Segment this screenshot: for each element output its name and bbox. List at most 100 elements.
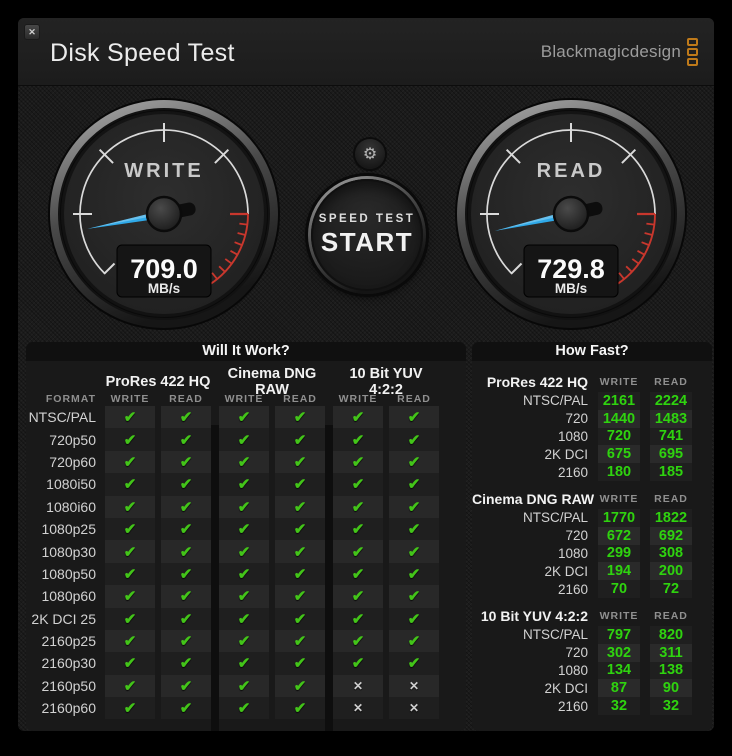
- check-icon: ✔: [179, 498, 193, 516]
- format-cell: 1080i60: [46, 498, 96, 515]
- result-cell: ✔: [275, 585, 325, 608]
- format-cell: 1080i50: [46, 476, 96, 493]
- result-cell: ✔: [389, 495, 439, 518]
- write-column-header: WRITE: [110, 393, 150, 405]
- gauge-tick: [237, 232, 246, 236]
- check-icon: ✔: [123, 588, 137, 606]
- result-cell: ✔: [275, 495, 325, 518]
- format-cell: 720p60: [49, 453, 96, 470]
- group-separator-1: [211, 425, 219, 731]
- result-cell: ✔: [275, 607, 325, 630]
- start-button-subtitle: SPEED TEST: [318, 212, 416, 225]
- result-cell: ✔: [219, 495, 269, 518]
- result-cell: ✔: [389, 540, 439, 563]
- speed-row: 2K DCI 194 200: [472, 562, 712, 581]
- gauge-tick: [103, 262, 116, 275]
- result-cell: ✔: [105, 540, 155, 563]
- check-icon: ✔: [351, 543, 365, 561]
- write-column-header: WRITE: [599, 609, 639, 622]
- read-speed-cell: 185: [650, 463, 692, 481]
- result-cell: ✔: [105, 495, 155, 518]
- read-speed-cell: 72: [650, 580, 692, 598]
- speed-row: NTSC/PAL 1770 1822: [472, 508, 712, 527]
- check-icon: ✔: [123, 431, 137, 449]
- check-icon: ✔: [237, 565, 251, 583]
- check-icon: ✔: [179, 453, 193, 471]
- check-icon: ✔: [351, 588, 365, 606]
- result-cell: ✔: [219, 517, 269, 541]
- result-cell: ✔: [161, 697, 211, 720]
- close-button[interactable]: ✕: [24, 24, 40, 40]
- write-speed-cell: 1770: [598, 508, 640, 527]
- codec-section-name: ProRes 422 HQ: [486, 374, 588, 390]
- table-row: 2K DCI 25 ✔ ✔ ✔ ✔ ✔ ✔: [26, 607, 466, 630]
- check-icon: ✔: [179, 409, 193, 427]
- read-speed-cell: 311: [650, 643, 692, 662]
- read-speed-cell: 692: [650, 526, 692, 545]
- result-cell: ✔: [333, 629, 383, 653]
- result-cell: ✔: [161, 495, 211, 518]
- gauge-tick: [505, 148, 521, 164]
- check-icon: ✔: [407, 409, 421, 427]
- resolution-label: NTSC/PAL: [522, 627, 588, 643]
- check-icon: ✔: [351, 610, 365, 628]
- result-cell: ✔: [105, 406, 155, 429]
- brand-logo-text: Blackmagicdesign: [540, 41, 681, 61]
- result-cell: ✔: [219, 652, 269, 675]
- format-cell: 1080p60: [41, 588, 96, 605]
- gauge-value: 709.0: [130, 254, 198, 284]
- check-icon: ✔: [123, 498, 137, 516]
- check-icon: ✔: [293, 655, 307, 673]
- table-row: 2160p30 ✔ ✔ ✔ ✔ ✔ ✔: [26, 652, 466, 675]
- speed-row: 2K DCI 87 90: [472, 679, 712, 698]
- format-cell: NTSC/PAL: [28, 409, 96, 426]
- gauge-value-box: [523, 244, 619, 298]
- result-cell: ✔: [219, 562, 269, 586]
- resolution-label: NTSC/PAL: [522, 510, 588, 526]
- write-speed-cell: 134: [598, 661, 640, 680]
- cross-icon: ✕: [408, 678, 420, 693]
- result-cell: ✔: [275, 697, 325, 720]
- write-speed-cell: 32: [598, 697, 640, 715]
- check-icon: ✔: [179, 633, 193, 651]
- check-icon: ✔: [293, 431, 307, 449]
- write-speed-cell: 797: [598, 625, 640, 644]
- group-separator-2: [325, 425, 333, 731]
- page-title: Disk Speed Test: [50, 38, 235, 67]
- check-icon: ✔: [123, 655, 137, 673]
- resolution-label: 2160: [557, 698, 588, 714]
- settings-button[interactable]: ⚙: [355, 139, 385, 169]
- how-fast-title: How Fast?: [472, 342, 712, 361]
- resolution-label: 720: [565, 411, 588, 427]
- result-cell: ✔: [219, 473, 269, 496]
- check-icon: ✔: [407, 476, 421, 494]
- check-icon: ✔: [179, 521, 193, 539]
- check-icon: ✔: [123, 700, 137, 718]
- check-icon: ✔: [179, 431, 193, 449]
- check-icon: ✔: [179, 655, 193, 673]
- will-it-work-panel: Will It Work? ProRes 422 HQ Cinema DNG RA…: [26, 342, 466, 731]
- write-speed-cell: 87: [598, 679, 640, 698]
- table-row: 1080p25 ✔ ✔ ✔ ✔ ✔ ✔: [26, 517, 466, 541]
- start-test-button[interactable]: SPEED TEST START: [308, 176, 426, 294]
- gauge-tick: [646, 222, 655, 226]
- check-icon: ✔: [237, 633, 251, 651]
- codec-group-title: 10 Bit YUV 4:2:2: [349, 366, 423, 398]
- check-icon: ✔: [123, 610, 137, 628]
- read-column-header: READ: [654, 376, 688, 388]
- speed-row: 720 302 311: [472, 643, 712, 662]
- result-cell: ✔: [161, 629, 211, 653]
- check-icon: ✔: [351, 521, 365, 539]
- check-icon: ✔: [179, 610, 193, 628]
- result-cell: ✔: [161, 406, 211, 429]
- read-speed-cell: 695: [650, 445, 692, 464]
- codec-section-name: 10 Bit YUV 4:2:2: [480, 607, 588, 624]
- write-speed-cell: 180: [598, 463, 640, 481]
- check-icon: ✔: [179, 677, 193, 695]
- check-icon: ✔: [237, 700, 251, 718]
- result-cell: ✔: [275, 629, 325, 653]
- result-cell: ✔: [161, 674, 211, 698]
- check-icon: ✔: [407, 498, 421, 516]
- how-fast-panel: How Fast? ProRes 422 HQ WRITE READ NTSC/PAL…: [472, 342, 712, 731]
- cross-icon: ✕: [352, 678, 364, 693]
